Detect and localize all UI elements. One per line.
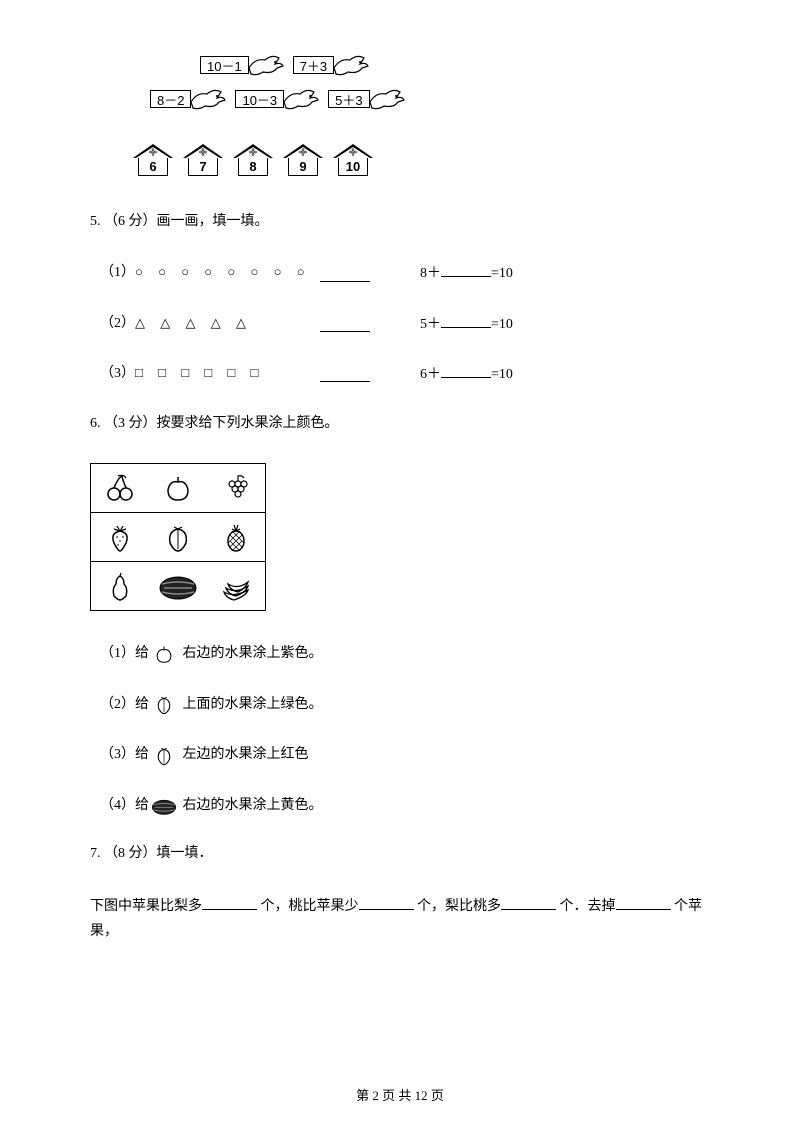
pear-icon [91,562,149,610]
watermelon-icon [151,795,177,817]
house-8: 8 [235,144,271,176]
blank-input[interactable] [501,894,556,910]
blank-input[interactable] [441,312,491,328]
q6-instruction: （1）给 右边的水果涂上紫色。 [100,641,710,668]
house-9: 9 [285,144,321,176]
q5-item: （2）△ △ △ △ △5＋=10 [100,312,710,336]
blank-input[interactable] [320,366,370,382]
birds-matching: 10－1 7＋3 8－2 10－3 5＋3 [150,50,710,114]
bird-item: 10－3 [235,84,320,114]
q6-instruction: （4）给 右边的水果涂上黄色。 [100,793,710,820]
house-6: 6 [135,144,171,176]
q5-item: （3）□ □ □ □ □ □6＋=10 [100,362,710,386]
cherry-icon [91,464,149,512]
peach-icon [151,744,177,766]
q5-label: 5. （6 分）画一画，填一填。 [90,211,710,233]
apple-icon [151,643,177,665]
fruit-grid [90,463,266,611]
pineapple-icon [207,513,265,561]
bird-item: 7＋3 [293,50,370,80]
house-10: 10 [335,144,371,176]
apple-icon [149,464,207,512]
page-footer: 第 2 页 共 12 页 [0,1085,800,1104]
q6-instruction: （3）给 左边的水果涂上红色 [100,742,710,769]
peach-icon [151,693,177,715]
bird-item: 5＋3 [328,84,405,114]
banana-icon [207,562,265,610]
bird-item: 8－2 [150,84,227,114]
q6-label: 6. （3 分）按要求给下列水果涂上颜色。 [90,413,710,435]
peach-icon [149,513,207,561]
blank-input[interactable] [616,894,671,910]
q5-item: （1）○ ○ ○ ○ ○ ○ ○ ○8＋=10 [100,261,710,285]
blank-input[interactable] [202,894,257,910]
blank-input[interactable] [441,261,491,277]
watermelon-icon [149,562,207,610]
q7-text: 下图中苹果比梨多 个，桃比苹果少 个，梨比桃多 个．去掉 个苹果， [90,894,710,944]
blank-input[interactable] [320,266,370,282]
houses-row: 6 7 8 9 10 [135,144,710,176]
blank-input[interactable] [359,894,414,910]
blank-input[interactable] [441,362,491,378]
bird-item: 10－1 [200,50,285,80]
grape-icon [207,464,265,512]
blank-input[interactable] [320,316,370,332]
q6-instruction: （2）给 上面的水果涂上绿色。 [100,692,710,719]
q7-label: 7. （8 分）填一填． [90,843,710,865]
house-7: 7 [185,144,221,176]
strawberry-icon [91,513,149,561]
